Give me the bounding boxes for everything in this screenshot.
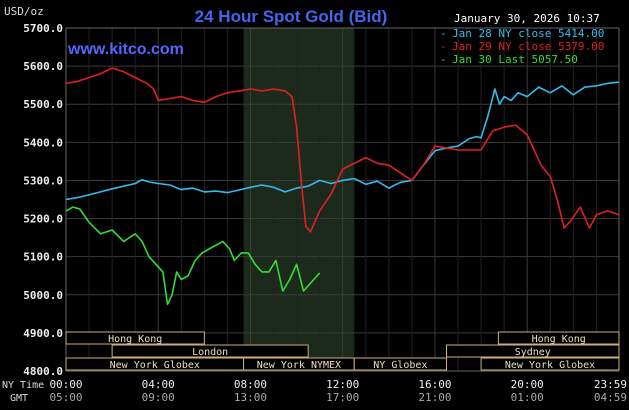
- legend-entry-jan29: Jan 29 NY close 5379.00: [452, 40, 604, 53]
- market-session-label: New York Globex: [505, 360, 595, 371]
- market-session-label: London: [192, 347, 228, 358]
- y-tick-label: 5200.0: [23, 213, 63, 226]
- y-tick-label: 5600.0: [23, 60, 63, 73]
- market-session-2: London: [111, 344, 309, 358]
- x-tick-label-gmt: 13:00: [234, 391, 267, 404]
- market-session-box: [480, 357, 620, 371]
- market-session-7: New York Globex: [480, 357, 620, 371]
- kitco-watermark: www.kitco.com: [67, 41, 184, 58]
- market-session-5: New York NYMEX: [243, 357, 355, 371]
- market-session-box: [65, 331, 205, 345]
- gmt-label: GMT: [10, 393, 28, 404]
- timestamp: January 30, 2026 10:37: [454, 12, 600, 25]
- legend-marker: -: [440, 53, 447, 66]
- x-tick-label-ny: 08:00: [234, 378, 267, 391]
- y-tick-label: 5300.0: [23, 174, 63, 187]
- legend-marker: -: [440, 27, 447, 40]
- market-session-box: [446, 344, 620, 358]
- market-session-label: Sydney: [515, 347, 551, 358]
- market-session-box: [353, 357, 448, 371]
- series-line-1: [65, 67, 620, 233]
- x-tick-label-ny: 23:59: [594, 378, 627, 391]
- x-tick-label-ny: 00:00: [49, 378, 82, 391]
- series-line-2: [65, 206, 321, 306]
- y-tick-label: 5400.0: [23, 136, 63, 149]
- market-session-box: [111, 344, 309, 358]
- y-axis-unit: USD/oz: [4, 5, 44, 18]
- x-tick-label-gmt: 21:00: [418, 391, 451, 404]
- ny-time-label: NY Time: [2, 380, 44, 391]
- market-session-label: NY Globex: [373, 360, 427, 371]
- legend-marker: -: [440, 40, 447, 53]
- chart-title: 24 Hour Spot Gold (Bid): [195, 7, 388, 26]
- x-tick-label-ny: 16:00: [418, 378, 451, 391]
- x-tick-label-gmt: 04:59: [594, 391, 627, 404]
- series-line-0: [65, 81, 620, 201]
- market-session-4: New York Globex: [65, 357, 245, 371]
- market-session-label: New York Globex: [110, 360, 200, 371]
- market-session-0: Hong Kong: [65, 331, 205, 345]
- market-session-label: Hong Kong: [108, 334, 162, 345]
- x-tick-label-gmt: 01:00: [511, 391, 544, 404]
- market-session-1: Hong Kong: [497, 331, 620, 345]
- market-session-box: [497, 331, 620, 345]
- market-session-label: Hong Kong: [532, 334, 586, 345]
- nymex-session-band: [243, 28, 355, 371]
- x-tick-label-gmt: 05:00: [49, 391, 82, 404]
- x-tick-label-gmt: 09:00: [142, 391, 175, 404]
- legend: - Jan 28 NY close 5414.00 - Jan 29 NY cl…: [440, 27, 604, 66]
- y-tick-label: 5700.0: [23, 22, 63, 35]
- x-tick-label-gmt: 17:00: [326, 391, 359, 404]
- market-session-label: New York NYMEX: [257, 360, 341, 371]
- x-tick-label-ny: 20:00: [511, 378, 544, 391]
- y-tick-label: 5000.0: [23, 289, 63, 302]
- y-tick-label: 5100.0: [23, 251, 63, 264]
- market-session-3: Sydney: [446, 344, 620, 358]
- market-session-6: NY Globex: [353, 357, 448, 371]
- x-tick-label-ny: 04:00: [142, 378, 175, 391]
- legend-entry-jan28: Jan 28 NY close 5414.00: [452, 27, 604, 40]
- y-tick-label: 5500.0: [23, 98, 63, 111]
- legend-entry-jan30: Jan 30 Last 5057.50: [452, 53, 578, 66]
- x-tick-label-ny: 12:00: [326, 378, 359, 391]
- y-tick-label: 4900.0: [23, 327, 63, 340]
- y-tick-label: 4800.0: [23, 365, 63, 378]
